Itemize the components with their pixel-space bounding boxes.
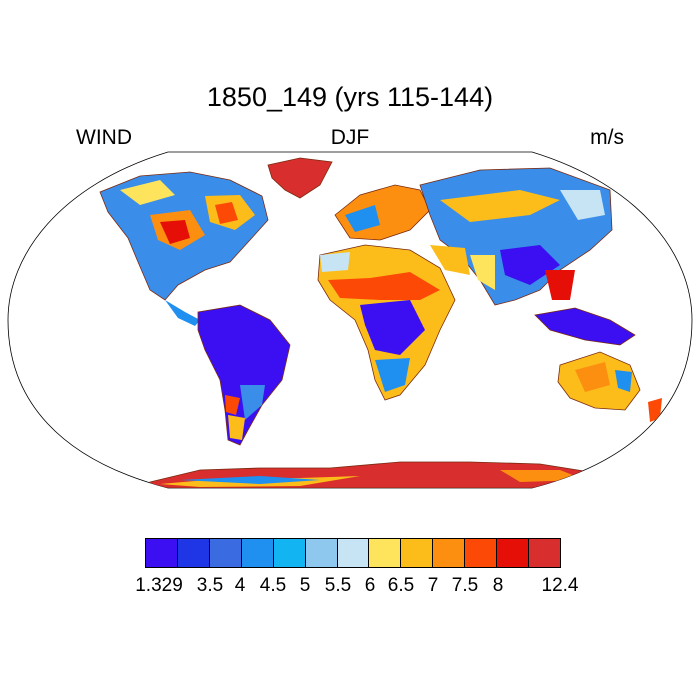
colorbar-swatch [465,539,498,567]
season-label: DJF [330,126,370,149]
colorbar-tick-label: 5.5 [324,575,352,596]
colorbar-tick-label: 6.5 [387,575,415,596]
units-label: m/s [590,126,624,149]
land-fields [99,157,662,488]
colorbar-swatch [209,539,242,567]
colorbar-swatch [337,539,370,567]
colorbar-tick-label: 8 [492,575,504,596]
colorbar-swatch [433,539,466,567]
colorbar-tick-label: 4.5 [259,575,287,596]
colorbar-swatch [177,539,210,567]
colorbar-swatch [273,539,306,567]
colorbar-tick-label: 5 [299,575,311,596]
colorbar-tick-label: 1.329 [135,575,183,596]
maritime-continent [534,307,636,346]
south-america [197,304,291,446]
colorbar-swatch [401,539,434,567]
colorbar-swatch [241,539,274,567]
greenland [267,157,333,199]
colorbar-swatch [529,539,560,567]
colorbar-tick-label: 7.5 [451,575,479,596]
colorbar-swatch [497,539,530,567]
colorbar-tick-label: 6 [364,575,376,596]
colorbar-tick-label: 3.5 [196,575,224,596]
plot-title: 1850_149 (yrs 115-144) [206,82,494,112]
colorbar-swatch [305,539,338,567]
colorbar-swatch [146,539,178,567]
colorbar-tick-label: 4 [234,575,246,596]
variable-label: WIND [76,126,132,149]
colorbar-swatch [369,539,402,567]
colorbar [145,538,561,568]
colorbar-tick-label: 12.4 [541,575,579,596]
colorbar-tick-label: 7 [427,575,439,596]
